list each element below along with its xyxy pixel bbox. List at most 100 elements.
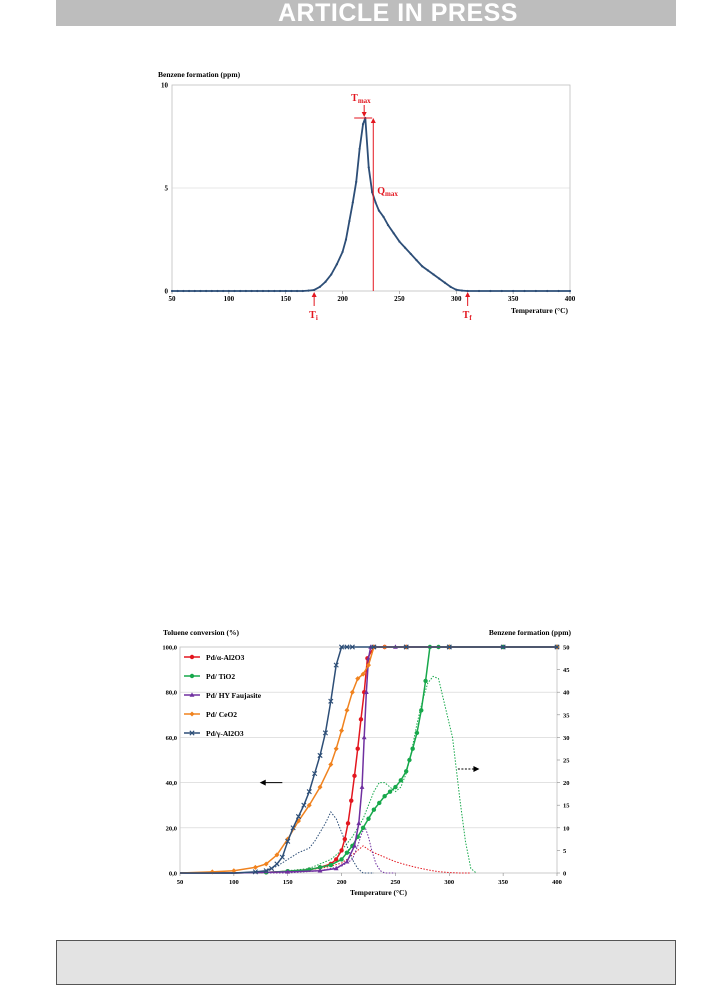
x-tick-label: 100 bbox=[224, 295, 235, 303]
data-point bbox=[295, 813, 302, 820]
data-point bbox=[568, 289, 572, 293]
data-point bbox=[328, 698, 334, 704]
data-point bbox=[414, 730, 420, 736]
data-point bbox=[361, 123, 365, 126]
data-point bbox=[398, 240, 401, 243]
data-point bbox=[477, 289, 481, 293]
tf-label: Tf bbox=[463, 310, 473, 322]
data-point bbox=[360, 671, 366, 677]
data-point bbox=[393, 784, 398, 790]
data-point bbox=[355, 676, 361, 682]
data-point bbox=[252, 864, 258, 870]
y-tick-label: 60,0 bbox=[166, 735, 177, 742]
data-point bbox=[403, 644, 409, 650]
data-point bbox=[290, 825, 296, 831]
legend-swatch-marker bbox=[189, 673, 195, 679]
data-point bbox=[398, 778, 404, 783]
data-point bbox=[341, 250, 344, 253]
legend-entry: Pd/γ-Al2O3 bbox=[206, 729, 244, 738]
data-point bbox=[285, 838, 291, 844]
x-tick-label: 400 bbox=[552, 879, 562, 886]
y2-tick-label: 50 bbox=[563, 645, 570, 652]
data-point bbox=[210, 289, 213, 293]
data-point bbox=[409, 252, 412, 256]
data-point bbox=[222, 289, 225, 293]
legend-entry: Pd/ TiO2 bbox=[206, 672, 235, 681]
toluene-conversion-chart: 0,0 20,0 40,0 60,0 80,0 100,0 0 5 10 15 20 25 30 35 40… bbox=[162, 628, 572, 897]
tmax-label: Tmax bbox=[351, 93, 371, 105]
data-point bbox=[500, 289, 503, 293]
data-point bbox=[367, 166, 370, 169]
legend-swatch-marker bbox=[189, 730, 195, 736]
y2-tick-label: 10 bbox=[563, 825, 570, 832]
data-point bbox=[205, 289, 208, 293]
data-point bbox=[284, 289, 287, 293]
data-point bbox=[306, 802, 312, 808]
data-point bbox=[415, 259, 418, 262]
data-point bbox=[344, 707, 350, 713]
data-point bbox=[345, 821, 351, 826]
article-in-press-banner: ARTICLE IN PRESS bbox=[56, 0, 676, 27]
data-point bbox=[386, 223, 390, 227]
data-point bbox=[359, 784, 365, 789]
y2-tick-label: 40 bbox=[563, 690, 570, 697]
data-point bbox=[233, 289, 236, 293]
data-point bbox=[348, 219, 351, 223]
data-point bbox=[404, 246, 407, 249]
data-point bbox=[328, 762, 334, 768]
y-axis-title: Benzene formation (ppm) bbox=[158, 70, 241, 79]
left-axis-arrow-head bbox=[259, 779, 266, 786]
x-tick-label: 350 bbox=[498, 879, 508, 886]
data-point bbox=[231, 868, 237, 874]
x-tick-label: 50 bbox=[177, 879, 184, 886]
y2-tick-label: 20 bbox=[563, 780, 570, 787]
ti-arrow-head bbox=[311, 292, 317, 297]
data-point bbox=[410, 746, 415, 751]
y2-tick-label: 0 bbox=[563, 871, 566, 878]
y-tick-label: 80,0 bbox=[166, 690, 177, 697]
data-point bbox=[423, 678, 428, 684]
y-tick-label: 0,0 bbox=[169, 871, 177, 878]
data-point bbox=[339, 728, 345, 734]
data-point bbox=[263, 861, 269, 867]
y2-tick-label: 5 bbox=[563, 848, 567, 855]
benzene-dotted-series bbox=[180, 811, 374, 874]
data-point bbox=[371, 644, 377, 650]
data-point bbox=[273, 289, 276, 293]
x-tick-label: 150 bbox=[280, 295, 291, 303]
data-point bbox=[361, 734, 367, 740]
x-tick-label: 200 bbox=[337, 295, 348, 303]
data-point bbox=[438, 277, 441, 280]
y-tick-label: 40,0 bbox=[166, 780, 177, 787]
legend-entry: Pd/ CeO2 bbox=[206, 710, 237, 719]
benzene-dotted-series bbox=[180, 675, 477, 874]
data-point bbox=[274, 852, 280, 858]
x-axis-title: Temperature (°C) bbox=[350, 888, 407, 897]
data-point bbox=[349, 689, 355, 695]
x-tick-label: 350 bbox=[508, 295, 519, 303]
y-tick-label: 10 bbox=[161, 82, 169, 90]
data-point bbox=[279, 854, 285, 860]
data-point bbox=[252, 869, 258, 875]
y2-axis-title: Benzene formation (ppm) bbox=[489, 628, 572, 637]
data-point bbox=[546, 289, 549, 293]
x-axis-title: Temperature (°C) bbox=[511, 306, 568, 315]
data-point bbox=[344, 859, 350, 864]
data-point bbox=[374, 201, 377, 204]
data-point bbox=[295, 289, 299, 293]
data-point bbox=[274, 861, 280, 867]
data-point bbox=[318, 285, 321, 288]
data-point bbox=[344, 238, 348, 241]
y2-tick-label: 45 bbox=[563, 667, 570, 674]
data-point bbox=[170, 289, 174, 293]
legend-entry: Pd/α-Al2O3 bbox=[206, 653, 245, 662]
data-point bbox=[344, 850, 350, 855]
data-point bbox=[363, 689, 369, 694]
data-point bbox=[250, 289, 253, 293]
y2-tick-label: 35 bbox=[563, 712, 570, 719]
data-point bbox=[333, 865, 339, 871]
data-point bbox=[333, 662, 339, 668]
benzene-series-line bbox=[172, 117, 570, 292]
banner-text: ARTICLE IN PRESS bbox=[278, 0, 518, 27]
data-point bbox=[267, 289, 270, 293]
